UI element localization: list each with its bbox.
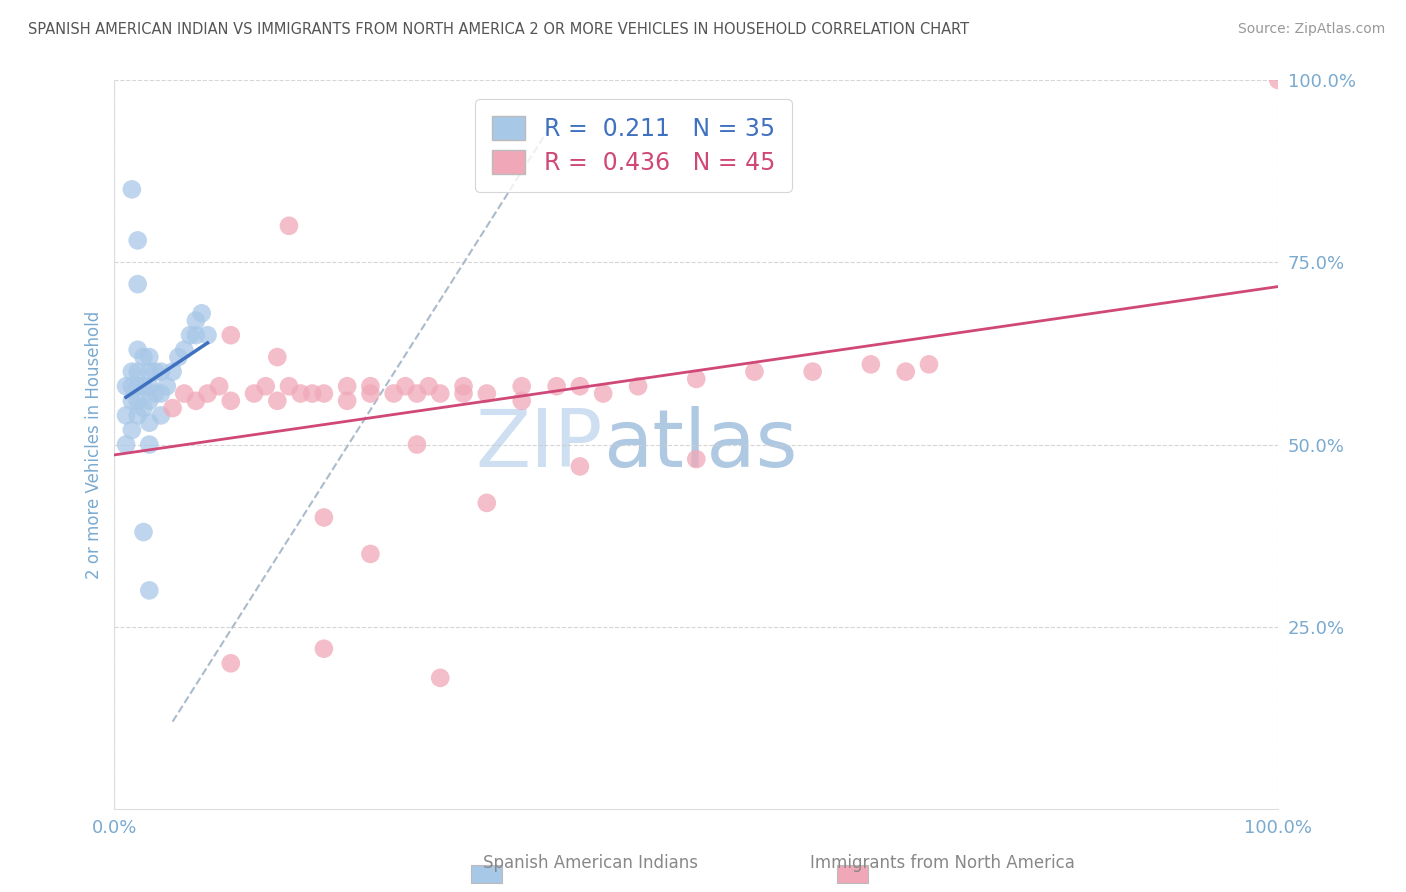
Point bbox=[149, 386, 172, 401]
Point bbox=[336, 379, 359, 393]
Point bbox=[179, 328, 201, 343]
Point bbox=[394, 379, 416, 393]
Point bbox=[184, 393, 207, 408]
Point bbox=[627, 379, 650, 393]
Point bbox=[197, 328, 219, 343]
Text: Spanish American Indians: Spanish American Indians bbox=[484, 855, 697, 872]
Point bbox=[138, 365, 160, 379]
Point bbox=[429, 386, 451, 401]
Point bbox=[121, 365, 143, 379]
Point bbox=[127, 409, 149, 423]
Point bbox=[219, 657, 242, 671]
Point bbox=[336, 393, 359, 408]
Point bbox=[568, 459, 591, 474]
Text: ZIP: ZIP bbox=[475, 406, 603, 483]
Point bbox=[254, 379, 277, 393]
Point bbox=[894, 365, 917, 379]
Point bbox=[197, 386, 219, 401]
Point bbox=[138, 416, 160, 430]
Point bbox=[592, 386, 614, 401]
Point bbox=[184, 313, 207, 327]
Point bbox=[359, 547, 381, 561]
Point bbox=[132, 350, 155, 364]
Point bbox=[312, 510, 335, 524]
Point bbox=[406, 437, 429, 451]
Point bbox=[685, 452, 707, 467]
Point bbox=[359, 386, 381, 401]
Point bbox=[121, 423, 143, 437]
Point bbox=[121, 393, 143, 408]
Point bbox=[115, 379, 138, 393]
Point bbox=[127, 379, 149, 393]
Point bbox=[278, 219, 301, 233]
Point bbox=[801, 365, 824, 379]
Point bbox=[208, 379, 231, 393]
Point bbox=[312, 641, 335, 656]
Point bbox=[132, 401, 155, 416]
Point bbox=[173, 386, 195, 401]
Point bbox=[744, 365, 766, 379]
Point bbox=[138, 379, 160, 393]
Point bbox=[127, 234, 149, 248]
Point bbox=[127, 277, 149, 292]
Point bbox=[266, 393, 288, 408]
Point bbox=[918, 357, 941, 371]
Text: Immigrants from North America: Immigrants from North America bbox=[810, 855, 1074, 872]
Point bbox=[219, 328, 242, 343]
Point bbox=[685, 372, 707, 386]
Point bbox=[510, 393, 533, 408]
Point bbox=[173, 343, 195, 357]
Text: atlas: atlas bbox=[603, 406, 797, 483]
Point bbox=[132, 524, 155, 539]
Point bbox=[121, 182, 143, 196]
Point bbox=[127, 365, 149, 379]
Point bbox=[162, 401, 184, 416]
Point bbox=[475, 386, 498, 401]
Text: SPANISH AMERICAN INDIAN VS IMMIGRANTS FROM NORTH AMERICA 2 OR MORE VEHICLES IN H: SPANISH AMERICAN INDIAN VS IMMIGRANTS FR… bbox=[28, 22, 969, 37]
Point bbox=[429, 671, 451, 685]
Point bbox=[143, 386, 166, 401]
Point bbox=[219, 393, 242, 408]
Point bbox=[138, 393, 160, 408]
Point bbox=[143, 365, 166, 379]
Y-axis label: 2 or more Vehicles in Household: 2 or more Vehicles in Household bbox=[86, 310, 103, 579]
Point bbox=[510, 379, 533, 393]
Point bbox=[138, 437, 160, 451]
Point bbox=[568, 379, 591, 393]
Point bbox=[418, 379, 440, 393]
Point bbox=[115, 437, 138, 451]
Point bbox=[301, 386, 323, 401]
Point bbox=[138, 583, 160, 598]
Point bbox=[149, 409, 172, 423]
Legend: R =  0.211   N = 35, R =  0.436   N = 45: R = 0.211 N = 35, R = 0.436 N = 45 bbox=[475, 99, 792, 192]
Point bbox=[1267, 73, 1289, 87]
Point bbox=[859, 357, 882, 371]
Point bbox=[138, 350, 160, 364]
Point bbox=[149, 365, 172, 379]
Point bbox=[162, 365, 184, 379]
Point bbox=[121, 379, 143, 393]
Point bbox=[406, 386, 429, 401]
Point bbox=[127, 343, 149, 357]
Point bbox=[382, 386, 405, 401]
Text: Source: ZipAtlas.com: Source: ZipAtlas.com bbox=[1237, 22, 1385, 37]
Point bbox=[475, 496, 498, 510]
Point bbox=[127, 393, 149, 408]
Point bbox=[190, 306, 212, 320]
Point bbox=[453, 379, 475, 393]
Point bbox=[243, 386, 266, 401]
Point bbox=[115, 409, 138, 423]
Point bbox=[453, 386, 475, 401]
Point bbox=[184, 328, 207, 343]
Point bbox=[167, 350, 190, 364]
Point bbox=[290, 386, 312, 401]
Point bbox=[359, 379, 381, 393]
Point bbox=[156, 379, 179, 393]
Point bbox=[132, 379, 155, 393]
Point bbox=[312, 386, 335, 401]
Point bbox=[278, 379, 301, 393]
Point bbox=[266, 350, 288, 364]
Point bbox=[546, 379, 568, 393]
